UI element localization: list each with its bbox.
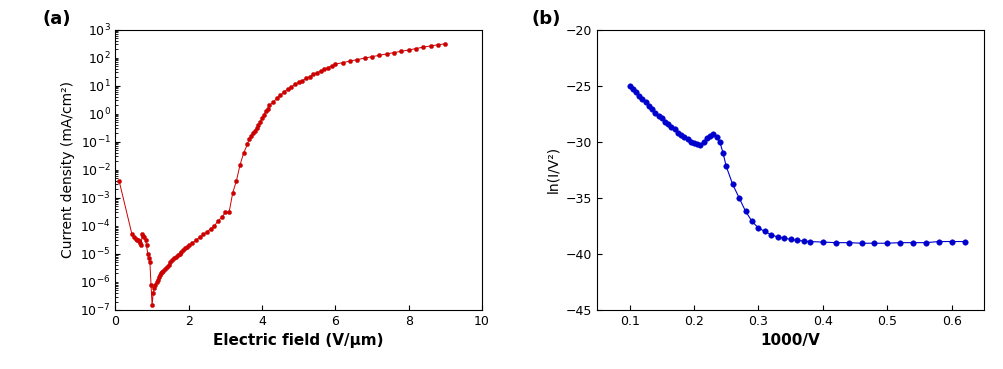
X-axis label: 1000/V: 1000/V <box>760 333 819 348</box>
Text: (b): (b) <box>532 10 561 28</box>
Y-axis label: Current density (mA/cm²): Current density (mA/cm²) <box>61 81 75 258</box>
X-axis label: Electric field (V/μm): Electric field (V/μm) <box>214 333 383 348</box>
Y-axis label: ln(I/V²): ln(I/V²) <box>546 146 560 193</box>
Text: (a): (a) <box>42 10 70 28</box>
